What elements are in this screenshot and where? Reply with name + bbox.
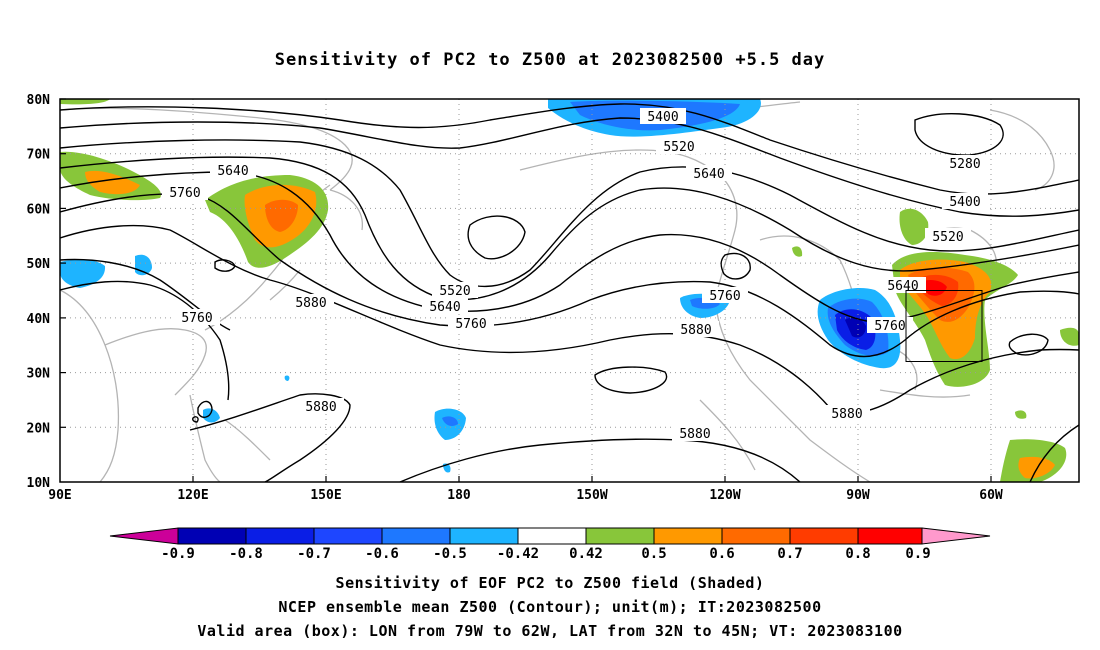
colorbar-label: -0.9 — [161, 546, 195, 562]
colorbar-label: 0.6 — [709, 546, 734, 562]
contour-label: 5880 — [295, 296, 326, 311]
colorbar-label: -0.5 — [433, 546, 467, 562]
caption-contour: NCEP ensemble mean Z500 (Contour); unit(… — [278, 598, 822, 616]
colorbar — [109, 527, 991, 545]
contour-labels: 5400 5520 5640 5280 5400 5520 5640 5760 … — [169, 110, 980, 442]
contour-label: 5640 — [217, 164, 248, 179]
colorbar-label: 0.42 — [569, 546, 603, 562]
lat-label-40n: 40N — [27, 312, 51, 327]
lat-label-50n: 50N — [27, 257, 51, 272]
colorbar-label: 0.7 — [777, 546, 802, 562]
map-title: Sensitivity of PC2 to Z500 at 2023082500… — [274, 50, 826, 70]
contour-label: 5640 — [693, 167, 724, 182]
lon-label-150w: 150W — [576, 488, 607, 503]
colorbar-bin — [653, 527, 723, 545]
contour-label: 5520 — [663, 140, 694, 155]
colorbar-label: 0.5 — [641, 546, 666, 562]
contour-label: 5760 — [455, 317, 486, 332]
colorbar-labels: -0.9 -0.8 -0.7 -0.6 -0.5 -0.42 0.42 0.5 … — [161, 546, 931, 562]
contour-label: 5400 — [949, 195, 980, 210]
colorbar-bin — [517, 527, 587, 545]
lon-label-90w: 90W — [846, 488, 870, 503]
contour-label: 5760 — [169, 186, 200, 201]
contour-label: 5760 — [874, 319, 905, 334]
contour-label: 5880 — [679, 427, 710, 442]
colorbar-bin — [857, 527, 923, 545]
caption-shaded: Sensitivity of EOF PC2 to Z500 field (Sh… — [335, 574, 765, 592]
contour-label: 5760 — [709, 289, 740, 304]
caption-valid-area: Valid area (box): LON from 79W to 62W, L… — [197, 622, 903, 640]
contour-label-backgrounds — [162, 108, 988, 441]
lon-label-120e: 120E — [177, 488, 208, 503]
colorbar-bin — [381, 527, 451, 545]
colorbar-bin — [585, 527, 655, 545]
lon-axis: 90E 120E 150E 180 150W 120W 90W 60W — [48, 488, 1003, 503]
lon-label-60w: 60W — [979, 488, 1003, 503]
contour-label: 5880 — [831, 407, 862, 422]
colorbar-bin — [313, 527, 383, 545]
colorbar-over — [921, 527, 991, 545]
contour-label: 5520 — [932, 230, 963, 245]
lon-label-180: 180 — [447, 488, 471, 503]
colorbar-label: -0.7 — [297, 546, 331, 562]
lat-label-30n: 30N — [27, 367, 51, 382]
colorbar-bin — [449, 527, 519, 545]
colorbar-label: -0.8 — [229, 546, 263, 562]
lat-label-80n: 80N — [27, 93, 51, 108]
colorbar-bin — [789, 527, 859, 545]
lon-label-120w: 120W — [709, 488, 740, 503]
colorbar-label: 0.9 — [905, 546, 930, 562]
lon-label-150e: 150E — [310, 488, 341, 503]
lat-axis: 80N 70N 60N 50N 40N 30N 20N 10N — [27, 93, 51, 491]
colorbar-bin — [177, 527, 247, 545]
colorbar-label: -0.6 — [365, 546, 399, 562]
lat-label-60n: 60N — [27, 202, 51, 217]
colorbar-label: -0.42 — [497, 546, 539, 562]
valid-area-box — [905, 290, 983, 362]
contour-label: 5880 — [305, 400, 336, 415]
lon-label-90e: 90E — [48, 488, 71, 503]
contour-label: 5400 — [647, 110, 678, 125]
lat-label-10n: 10N — [27, 476, 51, 491]
contour-label: 5760 — [181, 311, 212, 326]
contour-label: 5280 — [949, 157, 980, 172]
contour-label: 5880 — [680, 323, 711, 338]
colorbar-under — [109, 527, 179, 545]
contour-label: 5640 — [429, 300, 460, 315]
colorbar-bin — [245, 527, 315, 545]
contour-label: 5520 — [439, 284, 470, 299]
tick-marks — [60, 98, 992, 482]
colorbar-label: 0.8 — [845, 546, 870, 562]
contour-label: 5640 — [887, 279, 918, 294]
map-frame — [59, 98, 1080, 483]
lat-label-70n: 70N — [27, 148, 51, 163]
colorbar-bin — [721, 527, 791, 545]
lat-label-20n: 20N — [27, 421, 51, 436]
